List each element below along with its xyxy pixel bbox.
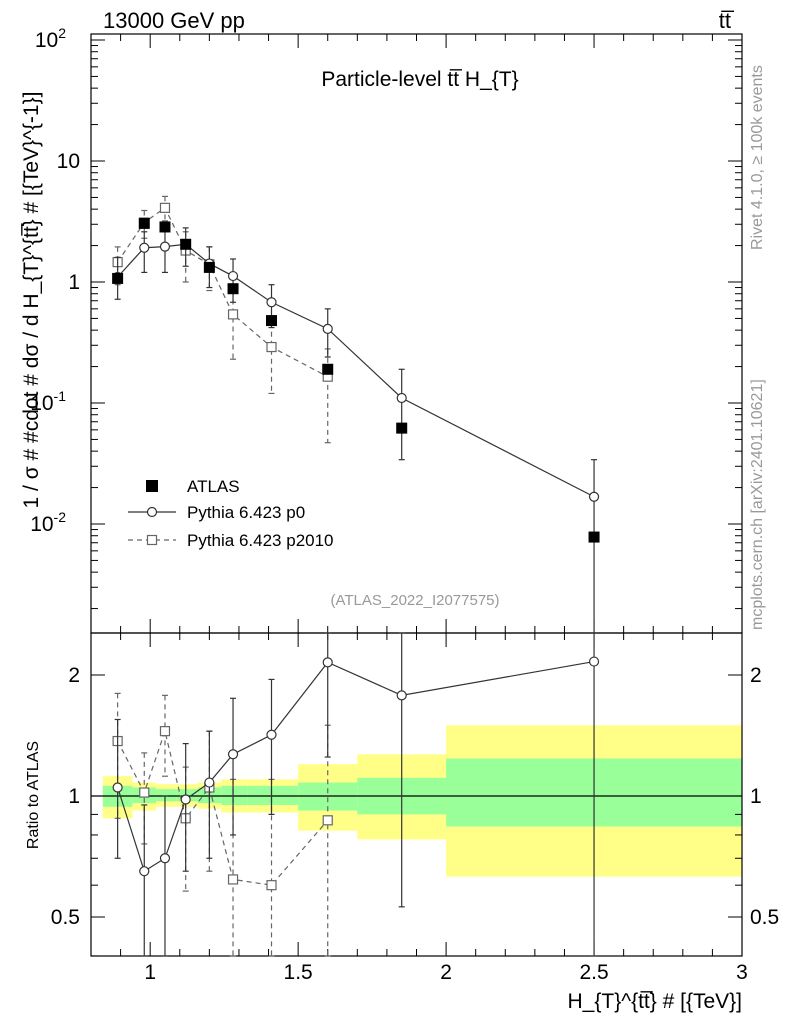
atlas-point — [203, 261, 215, 273]
p0-point — [159, 241, 171, 252]
ratio-y-axis-label: Ratio to ATLAS — [25, 741, 42, 849]
p0-point — [227, 270, 239, 282]
atlas-point — [112, 272, 124, 284]
ratio-p0-point — [180, 794, 191, 805]
ratio-p0-point — [112, 782, 123, 793]
ratio-p2010-point — [139, 787, 150, 798]
legend-marker-p2010 — [146, 534, 158, 546]
rivet-version-label: Rivet 4.1.0, ≥ 100k events — [749, 65, 766, 250]
p0-point — [139, 242, 150, 253]
main-y-tick-label: 10-1 — [30, 388, 66, 415]
atlas-point — [227, 283, 239, 295]
p0-line — [117, 243, 595, 498]
x-tick-label: 1.5 — [284, 961, 313, 984]
main-y-axis-label: 1 / σ # #cdot # dσ / d H_{T}^{tt̅} # [{T… — [20, 92, 43, 509]
ratio-plot: 1 1.5 2 2.5 3 0.5 0.5 1 1 2 2 — [51, 632, 779, 984]
main-y-tick-label: 1 — [68, 271, 80, 294]
main-y-tick-label: 10-2 — [30, 509, 66, 536]
x-axis-label: H_{T}^{tt̅} # [{TeV}] — [568, 990, 742, 1013]
ratio-y-tick-label-right: 2 — [750, 664, 762, 687]
analysis-id-label: (ATLAS_2022_I2077575) — [330, 592, 499, 609]
main-plot: 10-2 10-1 1 10 102 — [30, 25, 743, 634]
ratio-p0-point — [159, 853, 171, 864]
ratio-y-tick-label: 1 — [68, 785, 80, 808]
atlas-point — [138, 217, 150, 229]
ratio-y-tick-label-right: 1 — [750, 785, 762, 808]
atlas-point — [159, 221, 171, 233]
ratio-p2010-point — [322, 815, 333, 826]
legend-marker-p0 — [146, 506, 158, 518]
x-tick-label: 2 — [440, 961, 452, 984]
ratio-band-inner-6 — [247, 785, 299, 805]
ratio-p0-point — [139, 866, 150, 877]
p2010-line — [117, 206, 329, 378]
ratio-p0-point — [322, 657, 333, 668]
ratio-p2010-point — [227, 874, 239, 885]
ratio-y-tick-label-right: 0.5 — [750, 906, 779, 929]
p2010-point — [159, 202, 171, 213]
p0-point — [322, 323, 333, 334]
main-y-tick-label: 10 — [57, 150, 80, 173]
x-tick-label: 3 — [736, 961, 748, 984]
legend-marker-atlas — [146, 480, 158, 492]
x-tick-label: 1 — [144, 961, 156, 984]
mcplots-label: mcplots.cern.ch [arXiv:2401.10621] — [749, 379, 766, 630]
atlas-point — [588, 531, 600, 543]
legend-label-p0: Pythia 6.423 p0 — [187, 503, 305, 522]
ratio-p0-point — [266, 729, 277, 740]
atlas-point — [266, 315, 278, 327]
ratio-y-tick-label: 2 — [68, 664, 80, 687]
energy-label: 13000 GeV pp — [103, 8, 245, 33]
x-tick-label: 2.5 — [579, 961, 608, 984]
ratio-p0-line — [117, 660, 595, 873]
ratio-p0-point — [227, 749, 239, 760]
ratio-y-tick-label: 0.5 — [51, 906, 80, 929]
main-y-tick-label: 102 — [35, 25, 66, 52]
legend-label-atlas: ATLAS — [187, 477, 240, 496]
ratio-p2010-point — [159, 726, 171, 737]
legend-label-p2010: Pythia 6.423 p2010 — [187, 531, 334, 550]
ratio-p0-point — [588, 656, 600, 667]
ratio-band-inner-2 — [156, 789, 177, 802]
p0-point — [266, 297, 277, 308]
ratio-band-inner-5 — [221, 785, 248, 805]
ratio-p0-point — [204, 777, 215, 788]
ratio-p2010-point — [266, 880, 277, 891]
p0-point — [396, 392, 407, 404]
atlas-point — [322, 363, 334, 375]
process-label: tt̅ — [719, 8, 735, 33]
main-plot-title: Particle-level tt̅ H_{T} — [321, 68, 518, 91]
p0-point — [588, 491, 600, 502]
atlas-point — [396, 422, 408, 434]
ratio-p0-point — [396, 690, 407, 701]
legend: ATLAS Pythia 6.423 p0 Pythia 6.423 p2010 — [128, 477, 334, 550]
ratio-p2010-line — [117, 728, 329, 886]
atlas-point — [180, 238, 192, 250]
p2010-point — [266, 341, 277, 353]
p2010-point — [227, 309, 239, 320]
